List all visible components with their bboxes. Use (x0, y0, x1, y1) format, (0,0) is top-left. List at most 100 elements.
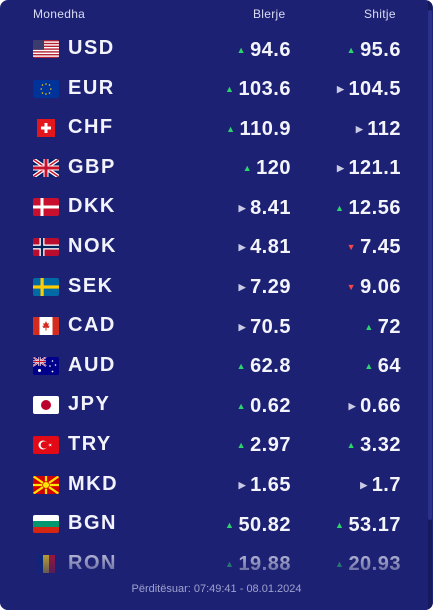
trend-neutral-icon: ▶ (355, 123, 364, 134)
currency-code: EUR (68, 76, 115, 99)
buy-rate: ▲ 62.8 (237, 354, 291, 380)
buy-value: 4.81 (250, 236, 291, 259)
currency-code: TRY (68, 432, 112, 455)
se-flag-icon (33, 277, 59, 296)
trend-neutral-icon: ▶ (238, 282, 247, 293)
table-header: Monedha Blerje Shitje (0, 0, 433, 32)
currency-column-header: Monedha (33, 7, 86, 21)
trend-up-icon: ▲ (335, 519, 345, 530)
trend-up-icon: ▲ (236, 400, 247, 411)
trend-down-icon: ▼ (346, 282, 357, 293)
rate-row-try: TRY ▲ 2.97 ▲ 3.32 (0, 426, 433, 466)
buy-value: 110.9 (239, 117, 291, 140)
buy-value: 62.8 (250, 355, 291, 378)
rate-row-jpy: JPY ▲ 0.62 ▶ 0.66 (0, 386, 433, 426)
buy-rate: ▲ 94.6 (237, 37, 291, 63)
buy-rate: ▲ 103.6 (225, 77, 291, 103)
sell-rate: ▼ 9.06 (347, 275, 401, 301)
sell-value: 7.45 (360, 236, 401, 259)
trend-up-icon: ▲ (236, 44, 247, 55)
sell-rate: ▲ 3.32 (347, 433, 401, 459)
sell-value: 12.56 (348, 196, 401, 219)
au-flag-icon (33, 356, 59, 375)
sell-rate: ▶ 0.66 (349, 393, 401, 419)
sell-value: 104.5 (348, 78, 401, 101)
buy-rate: ▶ 1.65 (239, 473, 291, 499)
mk-flag-icon (33, 475, 59, 494)
ca-flag-icon (33, 317, 59, 336)
trend-up-icon: ▲ (226, 123, 236, 134)
buy-rate: ▲ 0.62 (237, 393, 291, 419)
sell-value: 3.32 (360, 434, 401, 457)
currency-code: MKD (68, 472, 119, 495)
trend-up-icon: ▲ (335, 202, 345, 213)
trend-neutral-icon: ▶ (360, 480, 368, 491)
sell-value: 95.6 (360, 38, 401, 61)
trend-up-icon: ▲ (364, 361, 374, 372)
eu-flag-icon (33, 79, 59, 98)
trend-up-icon: ▲ (346, 44, 357, 55)
sell-value: 9.06 (360, 276, 401, 299)
trend-neutral-icon: ▶ (337, 163, 345, 174)
bg-flag-icon (33, 515, 59, 534)
buy-rate: ▲ 110.9 (226, 116, 291, 142)
currency-code: CHF (68, 116, 114, 139)
currency-code: NOK (68, 234, 117, 257)
buy-value: 94.6 (250, 38, 291, 61)
sell-value: 72 (377, 315, 401, 338)
rate-row-dkk: DKK ▶ 8.41 ▲ 12.56 (0, 188, 433, 228)
trend-neutral-icon: ▶ (238, 321, 247, 332)
rates-list[interactable]: USD ▲ 94.6 ▲ 95.6 EUR ▲ 103.6 ▶ 104.5 CHF ▲ 110.9 ▶ 11… (0, 30, 433, 584)
sell-value: 0.66 (360, 394, 401, 417)
rate-row-bgn: BGN ▲ 50.82 ▲ 53.17 (0, 505, 433, 545)
buy-value: 103.6 (238, 78, 291, 101)
currency-code: USD (68, 37, 115, 59)
sell-rate: ▶ 1.7 (360, 473, 401, 499)
last-updated-text: Përditësuar: 07:49:41 - 08.01.2024 (131, 583, 302, 595)
currency-code: CAD (68, 314, 116, 337)
buy-value: 8.41 (250, 196, 291, 219)
no-flag-icon (33, 237, 59, 256)
rate-row-chf: CHF ▲ 110.9 ▶ 112 (0, 109, 433, 149)
scrollbar-thumb[interactable] (428, 10, 432, 520)
sell-rate: ▼ 7.45 (347, 235, 401, 261)
sell-value: 112 (367, 117, 401, 140)
rate-row-eur: EUR ▲ 103.6 ▶ 104.5 (0, 70, 433, 110)
trend-up-icon: ▲ (364, 321, 374, 332)
sell-value: 1.7 (371, 474, 401, 497)
buy-value: 1.65 (250, 474, 291, 497)
buy-rate: ▲ 2.97 (237, 433, 291, 459)
trend-neutral-icon: ▶ (238, 202, 247, 213)
rate-row-sek: SEK ▶ 7.29 ▼ 9.06 (0, 268, 433, 308)
scrollbar[interactable] (428, 0, 432, 610)
us-flag-icon (33, 40, 59, 58)
sell-rate: ▲ 72 (364, 314, 401, 340)
trend-up-icon: ▲ (225, 84, 235, 95)
trend-neutral-icon: ▶ (337, 84, 345, 95)
trend-neutral-icon: ▶ (238, 242, 247, 253)
buy-rate: ▲ 120 (243, 156, 291, 182)
sell-rate: ▲ 12.56 (335, 195, 401, 221)
jp-flag-icon (33, 396, 59, 415)
trend-down-icon: ▼ (346, 242, 357, 253)
sell-rate: ▲ 95.6 (347, 37, 401, 63)
sell-rate: ▲ 53.17 (335, 512, 401, 538)
sell-value: 121.1 (348, 157, 401, 180)
buy-value: 120 (256, 157, 291, 180)
buy-value: 50.82 (238, 513, 291, 536)
sell-rate: ▲ 64 (364, 354, 401, 380)
buy-value: 2.97 (250, 434, 291, 457)
trend-up-icon: ▲ (346, 440, 357, 451)
rate-row-aud: AUD ▲ 62.8 ▲ 64 (0, 347, 433, 387)
rate-row-gbp: GBP ▲ 120 ▶ 121.1 (0, 149, 433, 189)
trend-up-icon: ▲ (236, 440, 247, 451)
sell-value: 53.17 (348, 513, 401, 536)
currency-code: BGN (68, 512, 117, 535)
buy-column-header: Blerje (253, 7, 286, 21)
rate-row-nok: NOK ▶ 4.81 ▼ 7.45 (0, 228, 433, 268)
sell-rate: ▶ 104.5 (337, 77, 401, 103)
buy-rate: ▶ 7.29 (239, 275, 291, 301)
ch-flag-icon (33, 119, 59, 138)
bottom-fade-overlay (0, 540, 433, 610)
currency-code: GBP (68, 155, 116, 178)
